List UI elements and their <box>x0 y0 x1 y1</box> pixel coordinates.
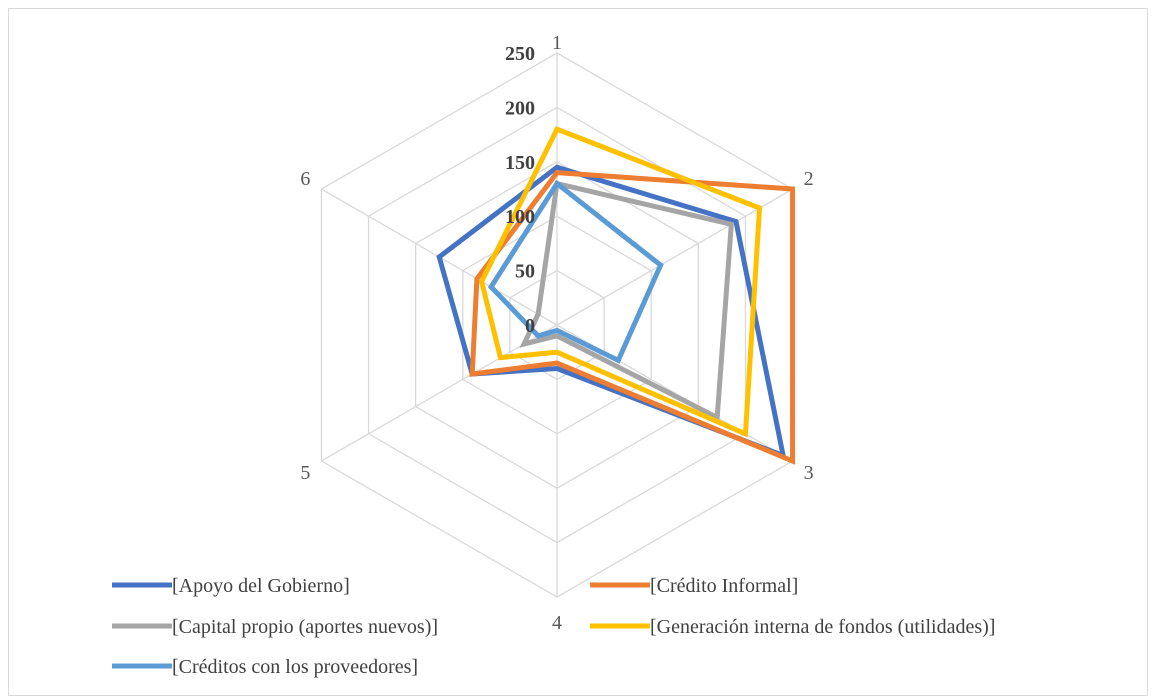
legend-label-2: [Crédito Informal] <box>650 575 798 597</box>
grid-spoke-5 <box>321 324 558 462</box>
legend-label-1: [Apoyo del Gobierno] <box>172 575 350 597</box>
category-label-1: 1 <box>552 32 562 54</box>
category-label-2: 2 <box>804 168 814 190</box>
tick-label-150: 150 <box>505 152 535 174</box>
category-labels: 1 2 3 4 5 6 <box>300 32 813 634</box>
series-line-5 <box>487 179 664 364</box>
legend: [Apoyo del Gobierno] [Crédito Informal] [C… <box>112 575 995 678</box>
tick-label-100: 100 <box>505 206 535 228</box>
tick-label-200: 200 <box>505 97 535 119</box>
tick-label-0: 0 <box>525 315 535 337</box>
grid-spoke-2 <box>556 188 793 326</box>
category-label-5: 5 <box>300 462 310 484</box>
category-label-4: 4 <box>552 612 562 634</box>
series-line-2 <box>469 170 796 465</box>
category-label-6: 6 <box>300 168 310 190</box>
series-layer <box>436 125 796 465</box>
chart-frame <box>8 8 1148 696</box>
legend-label-3: [Capital propio (aportes nuevos)] <box>172 616 438 638</box>
legend-label-4: [Generación interna de fondos (utilidade… <box>650 616 995 638</box>
series-line-4 <box>478 125 763 438</box>
series-line-3 <box>519 180 734 422</box>
category-label-3: 3 <box>804 462 814 484</box>
series-line-1 <box>436 164 787 460</box>
tick-labels: 0 50 100 150 200 250 <box>505 43 535 337</box>
tick-label-250: 250 <box>505 43 535 65</box>
legend-label-5: [Créditos con los proveedores] <box>172 656 418 678</box>
tick-label-50: 50 <box>515 261 535 283</box>
